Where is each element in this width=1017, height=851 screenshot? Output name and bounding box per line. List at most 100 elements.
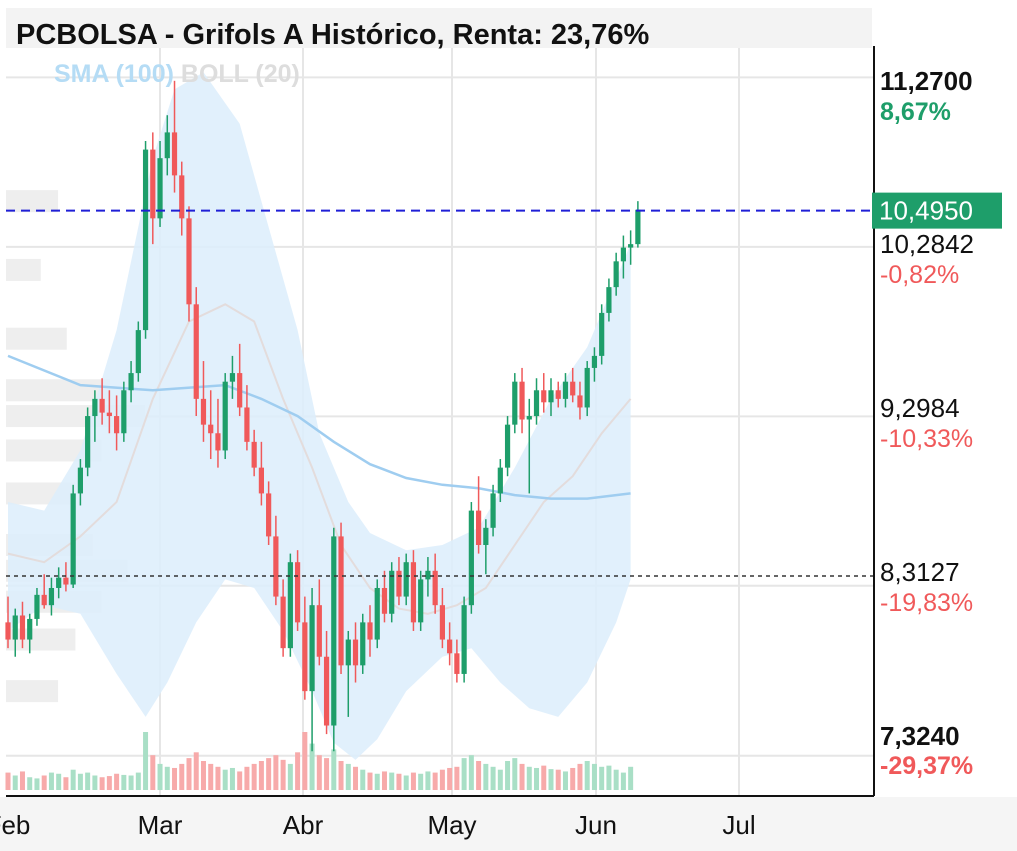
- month-tick-label: Feb: [0, 810, 30, 840]
- volume-bar: [215, 766, 221, 790]
- volume-bar: [628, 766, 634, 790]
- chart-title: PCBOLSA - Grifols A Histórico, Renta: 23…: [16, 19, 650, 51]
- volume-bar: [577, 763, 583, 790]
- volume-bar: [237, 771, 243, 790]
- volume-bar: [381, 771, 387, 790]
- candle-body: [519, 381, 525, 420]
- candle-body: [12, 615, 18, 640]
- volume-bar: [562, 771, 568, 790]
- candle-body: [331, 536, 337, 726]
- volume-bar: [172, 767, 178, 790]
- candle-body: [244, 407, 250, 442]
- candle-body: [5, 622, 11, 640]
- volume-bar: [620, 772, 626, 790]
- candle-body: [70, 493, 76, 585]
- candle-body: [193, 304, 199, 399]
- price-level-value: 9,2984: [880, 393, 960, 423]
- sma-line: [7, 354, 631, 500]
- candle-body: [476, 510, 482, 545]
- candle-body: [273, 536, 279, 597]
- volume-bar: [12, 775, 18, 790]
- volume-bar: [244, 766, 250, 790]
- candle-body: [41, 594, 47, 606]
- volume-bar: [229, 767, 235, 790]
- volume-bar: [324, 758, 330, 790]
- reference-lines: [6, 209, 874, 577]
- candle-body: [599, 312, 605, 356]
- volume-bar: [34, 778, 40, 790]
- candle-body: [208, 424, 214, 434]
- volume-bar: [512, 758, 518, 790]
- candle-body: [338, 536, 344, 666]
- candle-body: [454, 653, 460, 674]
- candle-body: [186, 218, 192, 305]
- candle-body: [483, 527, 489, 545]
- volume-bar: [447, 767, 453, 790]
- candle-body: [533, 390, 540, 417]
- volume-bar: [410, 772, 416, 790]
- volume-bar: [63, 777, 69, 790]
- candle-body: [56, 577, 62, 588]
- volume-bar: [353, 766, 359, 790]
- volume-bar: [418, 773, 424, 790]
- candle-body: [77, 467, 83, 494]
- candle-body: [48, 587, 55, 606]
- candle-body: [548, 390, 554, 403]
- candle-body: [389, 570, 395, 614]
- candle-body: [142, 149, 149, 331]
- volume-bar: [403, 775, 409, 790]
- candle-body: [128, 373, 134, 391]
- volume-bar: [150, 755, 156, 790]
- volume-bar: [591, 763, 597, 790]
- candle-body: [555, 390, 561, 399]
- price-level-change: -0,82%: [880, 261, 959, 289]
- candle-body: [99, 398, 105, 413]
- current-price-tag-label: 10,4950: [879, 196, 973, 226]
- volume-bar: [48, 772, 54, 790]
- month-tick-label: Abr: [283, 810, 324, 840]
- candle-body: [468, 510, 474, 606]
- candle-body: [215, 433, 221, 451]
- volume-bar: [541, 765, 547, 790]
- candle-body: [410, 562, 417, 623]
- current-price-tag-bg: [872, 192, 1002, 229]
- volume-bar: [584, 761, 590, 790]
- x-axis-band: [0, 797, 1017, 851]
- price-level-value: 7,3240: [880, 721, 960, 751]
- candle-body: [620, 247, 626, 262]
- candle-body: [237, 373, 243, 408]
- candle-body: [497, 467, 503, 494]
- volume-bar: [599, 766, 605, 790]
- volume-bar: [280, 759, 286, 790]
- candle-body: [345, 639, 351, 666]
- candle-body: [266, 493, 272, 537]
- candle-body: [628, 244, 634, 248]
- volume-bar: [606, 765, 612, 790]
- volume-bar: [157, 763, 163, 790]
- volume-bar: [432, 772, 438, 790]
- candle-body: [591, 355, 598, 368]
- candle-body: [222, 381, 228, 451]
- candle-body: [432, 570, 438, 606]
- volume-bar: [92, 775, 98, 790]
- candle-body: [27, 618, 33, 640]
- volume-bar: [121, 774, 127, 790]
- candle-body: [352, 639, 359, 666]
- title-bar: PCBOLSA - Grifols A Histórico, Renta: 23…: [6, 8, 872, 51]
- candle-body: [504, 424, 511, 468]
- volume-bar: [396, 773, 402, 790]
- month-axis: Feb Mar Abr May Jun Jul: [0, 810, 756, 840]
- legend-boll: BOLL (20): [180, 60, 300, 88]
- volume-bar: [287, 763, 293, 790]
- volume-bar: [186, 758, 192, 790]
- volume-bar: [302, 732, 308, 790]
- candle-body: [309, 605, 315, 692]
- volume-bar: [251, 763, 257, 790]
- candle-body: [316, 605, 322, 657]
- candle-body: [461, 605, 467, 674]
- candles: [5, 80, 641, 752]
- bollinger-fill: [8, 72, 631, 760]
- volume-bar: [258, 761, 264, 790]
- price-level-change: 8,67%: [880, 98, 951, 126]
